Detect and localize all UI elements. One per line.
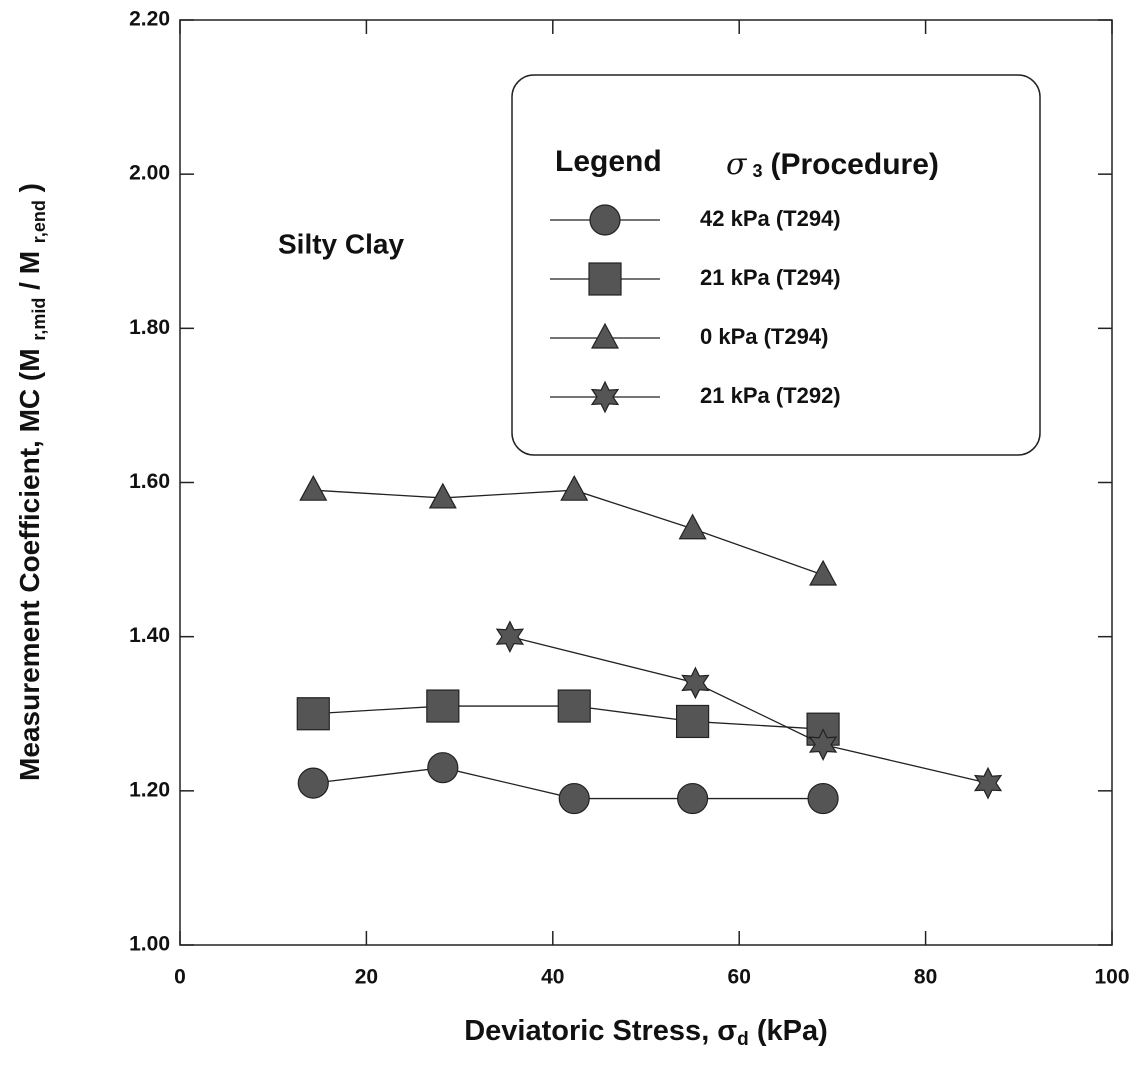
y-tick-label: 1.40 bbox=[129, 624, 170, 647]
legend-label: 42 kPa (T294) bbox=[700, 206, 841, 231]
y-axis-label: Measurement Coefficient, MC (M r,mid / M… bbox=[14, 183, 48, 781]
y-tick-label: 2.00 bbox=[129, 162, 170, 185]
annotation: Silty Clay bbox=[278, 228, 404, 259]
marker bbox=[297, 767, 329, 799]
marker bbox=[676, 782, 709, 815]
marker bbox=[560, 474, 589, 501]
y-tick-label: 1.00 bbox=[129, 933, 170, 956]
legend-title-part: σ bbox=[726, 147, 748, 182]
x-axis-label-part: Deviatoric Stress, σ bbox=[464, 1015, 737, 1047]
legend-label: 21 kPa (T294) bbox=[700, 265, 841, 290]
y-tick-label: 1.80 bbox=[129, 316, 170, 339]
x-tick-label: 100 bbox=[1094, 966, 1129, 989]
legend-marker bbox=[589, 204, 621, 236]
legend-marker bbox=[588, 262, 622, 296]
marker bbox=[427, 752, 459, 784]
marker bbox=[808, 728, 838, 761]
legend-marker bbox=[590, 380, 620, 414]
x-tick-label: 0 bbox=[174, 966, 186, 989]
y-tick-label: 2.20 bbox=[129, 8, 170, 31]
marker bbox=[973, 766, 1003, 800]
y-tick-label: 1.20 bbox=[129, 778, 170, 801]
x-axis-label: Deviatoric Stress, σd (kPa) bbox=[464, 1015, 828, 1050]
x-tick-label: 40 bbox=[541, 966, 564, 989]
marker bbox=[557, 689, 591, 723]
y-tick-label: 1.60 bbox=[129, 470, 170, 493]
marker bbox=[681, 666, 710, 700]
marker bbox=[678, 513, 707, 540]
marker bbox=[495, 620, 525, 654]
x-tick-label: 80 bbox=[914, 966, 937, 989]
marker bbox=[809, 559, 838, 586]
y-axis-label-part: Measurement Coefficient, MC (M bbox=[14, 341, 45, 781]
legend-title: σ 3 (Procedure) bbox=[726, 147, 939, 182]
marker bbox=[807, 782, 839, 815]
marker bbox=[675, 704, 710, 739]
legend-title-subscript: 3 bbox=[752, 161, 762, 181]
marker bbox=[299, 474, 328, 501]
legend-title: Legend bbox=[555, 145, 662, 178]
legend-label: 21 kPa (T292) bbox=[700, 383, 841, 408]
y-axis-label-part: ) bbox=[14, 183, 45, 200]
legend-label: 0 kPa (T294) bbox=[700, 324, 828, 349]
x-axis-label-part: (kPa) bbox=[749, 1015, 828, 1047]
marker bbox=[296, 697, 330, 731]
legend-box bbox=[511, 74, 1041, 456]
x-axis-label-subscript: d bbox=[737, 1029, 749, 1050]
x-tick-label: 20 bbox=[355, 966, 378, 989]
x-tick-label: 60 bbox=[728, 966, 751, 989]
marker bbox=[558, 782, 590, 815]
y-axis-label-subscript: r,mid bbox=[29, 298, 49, 341]
marker bbox=[426, 689, 460, 723]
y-axis-label-subscript: r,end bbox=[29, 200, 49, 243]
y-axis-label-part: / M bbox=[14, 243, 45, 297]
series-line bbox=[313, 489, 824, 576]
series-line bbox=[509, 636, 989, 784]
legend-marker bbox=[590, 322, 620, 349]
legend-title-part: (Procedure) bbox=[771, 148, 939, 181]
marker bbox=[428, 482, 457, 509]
